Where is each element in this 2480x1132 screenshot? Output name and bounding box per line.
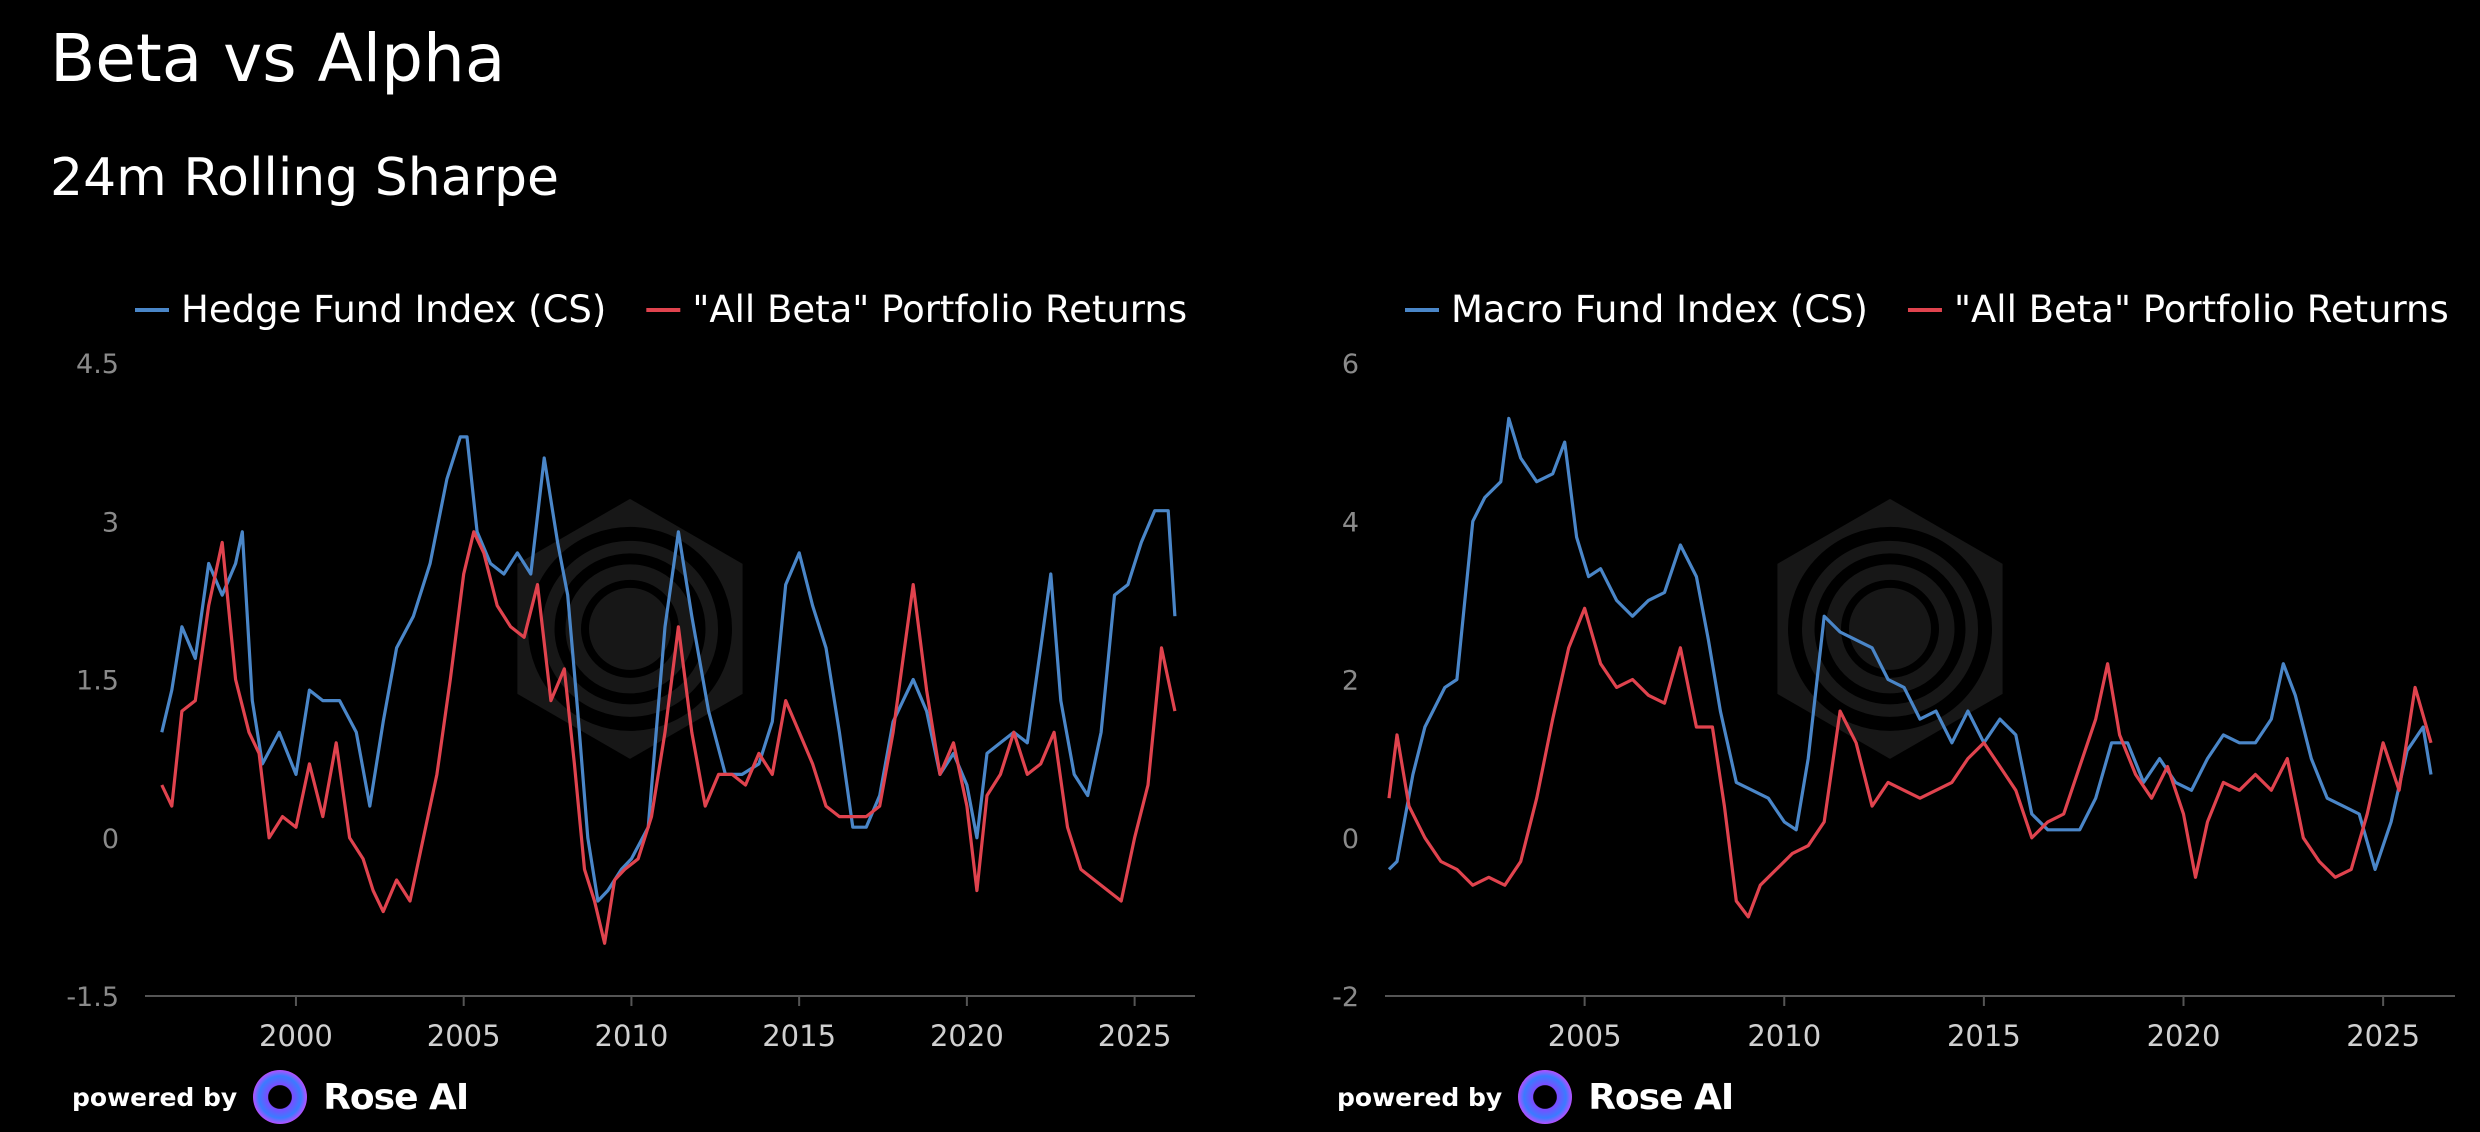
y-tick-label: 4.5 — [76, 349, 119, 380]
x-tick-label: 2010 — [1747, 1019, 1821, 1050]
brand-name: Rose AI — [1588, 1076, 1734, 1118]
watermark-logo-icon — [1777, 498, 2003, 759]
chart-left: Hedge Fund Index (CS) "All Beta" Portfoli… — [66, 288, 1195, 1050]
y-tick-label: 0 — [102, 824, 119, 855]
x-tick-label: 2020 — [2147, 1019, 2221, 1050]
x-tick-label: 2025 — [2346, 1019, 2420, 1050]
y-tick-label: 2 — [1342, 666, 1359, 697]
legend-label: "All Beta" Portfolio Returns — [1954, 288, 2449, 331]
x-tick-label: 2005 — [1548, 1019, 1622, 1050]
powered-by-text: powered by — [1337, 1082, 1503, 1112]
x-tick-label: 2015 — [762, 1019, 836, 1050]
legend-item-1: Macro Fund Index (CS) — [1405, 288, 1868, 331]
x-tick-label: 2000 — [259, 1019, 333, 1050]
x-tick-label: 2005 — [427, 1019, 501, 1050]
legend-label: Hedge Fund Index (CS) — [181, 288, 606, 331]
powered-by-text: powered by — [72, 1082, 238, 1112]
page-title: Beta vs Alpha — [50, 20, 506, 97]
y-tick-label: 6 — [1342, 349, 1359, 380]
y-tick-label: -1.5 — [66, 982, 119, 1013]
series-line-all-beta — [160, 530, 1177, 945]
series-line-fund-index — [1387, 416, 2433, 871]
y-tick-label: 4 — [1342, 507, 1359, 538]
y-tick-label: 0 — [1342, 824, 1359, 855]
page-subtitle: 24m Rolling Sharpe — [50, 148, 560, 208]
footer-right: powered by Rose AI — [1337, 1070, 1734, 1124]
x-tick-label: 2015 — [1947, 1019, 2021, 1050]
y-tick-label: -2 — [1332, 982, 1359, 1013]
series-line-all-beta — [1387, 606, 2433, 919]
legend-item-1: Hedge Fund Index (CS) — [135, 288, 606, 331]
legend-item-2: "All Beta" Portfolio Returns — [646, 288, 1187, 331]
legend-label: "All Beta" Portfolio Returns — [692, 288, 1187, 331]
y-tick-label: 1.5 — [76, 666, 119, 697]
chart-right: Macro Fund Index (CS) "All Beta" Portfoli… — [1332, 288, 2455, 1050]
legend-item-2: "All Beta" Portfolio Returns — [1907, 288, 2449, 331]
footer-left: powered by Rose AI — [72, 1070, 469, 1124]
x-tick-label: 2010 — [595, 1019, 669, 1050]
rose-ai-logo-icon — [253, 1070, 308, 1124]
y-tick-label: 3 — [102, 507, 119, 538]
watermark-logo-icon — [517, 498, 743, 759]
x-tick-label: 2020 — [930, 1019, 1004, 1050]
rose-ai-logo-icon — [1518, 1070, 1573, 1124]
brand-name: Rose AI — [323, 1076, 469, 1118]
x-tick-label: 2025 — [1098, 1019, 1172, 1050]
legend-label: Macro Fund Index (CS) — [1451, 288, 1868, 331]
